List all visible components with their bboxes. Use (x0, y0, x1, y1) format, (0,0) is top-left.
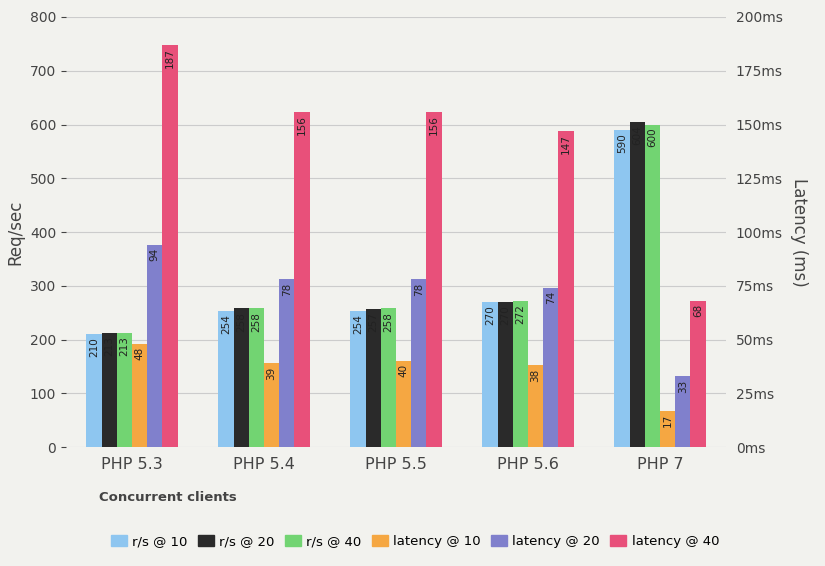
Text: 156: 156 (297, 115, 307, 135)
Bar (559, 131, 573, 447)
Bar (264, 363, 279, 447)
Bar (132, 344, 147, 447)
Text: 74: 74 (546, 291, 556, 305)
Text: 156: 156 (429, 115, 439, 135)
Bar (483, 302, 497, 447)
Text: 600: 600 (648, 128, 658, 147)
Bar (645, 125, 660, 447)
Text: 213: 213 (104, 336, 114, 355)
Bar (427, 112, 441, 447)
Text: 94: 94 (150, 248, 160, 261)
Y-axis label: Latency (ms): Latency (ms) (790, 178, 808, 286)
Text: 78: 78 (414, 282, 424, 296)
Y-axis label: Req/sec: Req/sec (7, 199, 25, 265)
Text: 210: 210 (89, 337, 99, 357)
Text: Concurrent clients: Concurrent clients (99, 491, 237, 504)
Bar (513, 301, 528, 447)
Text: 68: 68 (693, 304, 703, 318)
Bar (219, 311, 233, 447)
Text: 257: 257 (368, 312, 378, 332)
Bar (163, 45, 177, 447)
Bar (147, 245, 163, 447)
Bar (87, 334, 101, 447)
Text: 604: 604 (632, 126, 642, 145)
Bar (365, 309, 381, 447)
Text: 270: 270 (500, 305, 510, 325)
Text: 258: 258 (384, 312, 394, 332)
Bar (351, 311, 365, 447)
Bar (117, 333, 132, 447)
Bar (543, 288, 559, 447)
Bar (279, 280, 295, 447)
Text: 33: 33 (678, 379, 688, 393)
Text: 39: 39 (266, 367, 276, 380)
Legend: r/s @ 10, r/s @ 20, r/s @ 40, latency @ 10, latency @ 20, latency @ 40: r/s @ 10, r/s @ 20, r/s @ 40, latency @ … (106, 530, 724, 554)
Text: 40: 40 (398, 365, 408, 378)
Bar (249, 308, 264, 447)
Text: 258: 258 (252, 312, 262, 332)
Text: 38: 38 (530, 368, 540, 382)
Bar (629, 122, 645, 447)
Bar (101, 333, 117, 447)
Text: 187: 187 (165, 48, 175, 68)
Bar (381, 308, 396, 447)
Bar (675, 376, 691, 447)
Bar (497, 302, 513, 447)
Bar (295, 112, 309, 447)
Text: 17: 17 (662, 414, 672, 427)
Text: 254: 254 (221, 314, 231, 334)
Bar (691, 301, 705, 447)
Bar (411, 280, 427, 447)
Bar (660, 410, 675, 447)
Text: 213: 213 (120, 336, 130, 355)
Text: 258: 258 (236, 312, 246, 332)
Text: 78: 78 (282, 282, 292, 296)
Text: 272: 272 (516, 304, 526, 324)
Bar (528, 366, 543, 447)
Bar (233, 308, 249, 447)
Bar (396, 361, 411, 447)
Text: 48: 48 (134, 347, 144, 361)
Text: 254: 254 (353, 314, 363, 334)
Text: 590: 590 (617, 133, 627, 153)
Text: 147: 147 (561, 134, 571, 154)
Text: 270: 270 (485, 305, 495, 325)
Bar (615, 130, 629, 447)
